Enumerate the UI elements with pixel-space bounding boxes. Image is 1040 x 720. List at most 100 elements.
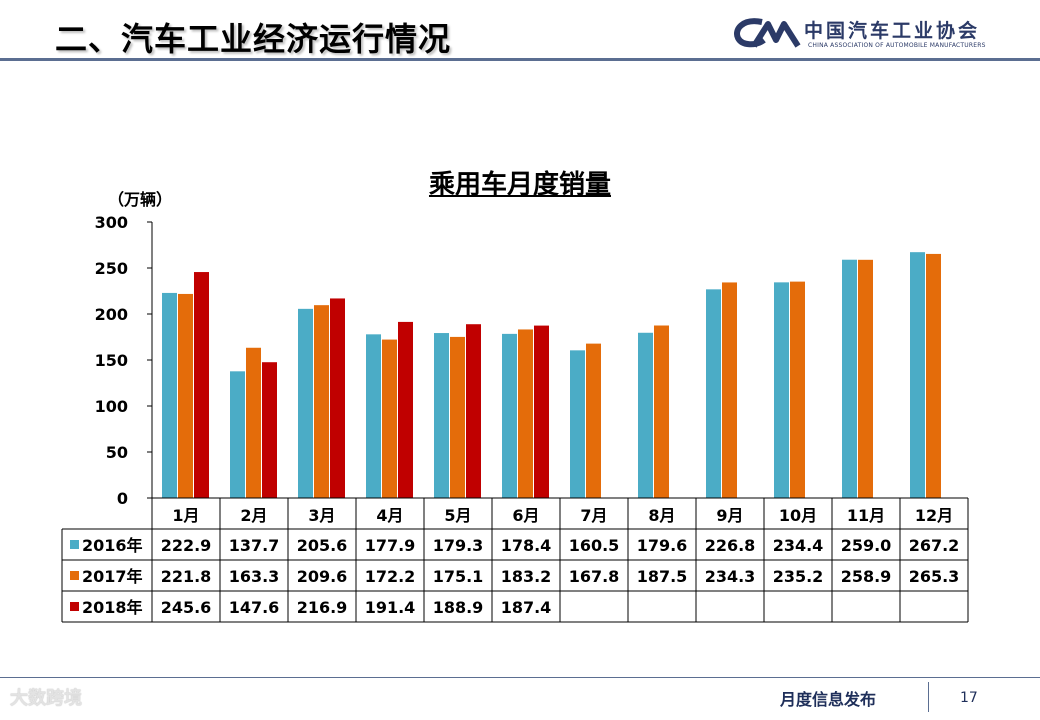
- legend-swatch-2018: [70, 602, 79, 611]
- category-label: 6月: [512, 506, 539, 525]
- bar-2017: [858, 259, 873, 498]
- bar-2016: [910, 252, 925, 498]
- data-value: 188.9: [433, 598, 484, 617]
- logo-cn-text: 中国汽车工业协会: [804, 20, 981, 42]
- chart-title: 乘用车月度销量: [0, 164, 1040, 201]
- bar-2016: [298, 308, 313, 498]
- data-value: 258.9: [841, 567, 892, 586]
- data-value: 163.3: [229, 567, 280, 586]
- bar-2017: [790, 281, 805, 498]
- bar-2016: [502, 333, 517, 498]
- y-tick-label: 250: [95, 259, 128, 278]
- bar-2017: [314, 305, 329, 498]
- bar-2017: [382, 339, 397, 498]
- category-label: 3月: [308, 506, 335, 525]
- data-value: 234.3: [705, 567, 756, 586]
- legend-swatch-2017: [70, 571, 79, 580]
- bar-2018: [398, 321, 413, 498]
- page-number: 17: [960, 690, 978, 706]
- category-label: 1月: [172, 506, 199, 525]
- bar-2016: [434, 333, 449, 498]
- y-tick-label: 200: [95, 305, 128, 324]
- legend-label: 2018年: [82, 598, 143, 617]
- bar-2017: [178, 293, 193, 498]
- y-tick-label: 0: [117, 489, 128, 508]
- category-label: 10月: [779, 506, 817, 525]
- category-label: 12月: [915, 506, 953, 525]
- y-tick-label: 150: [95, 351, 128, 370]
- data-value: 137.7: [229, 536, 280, 555]
- header-rule: [0, 58, 1040, 61]
- section-title: 二、汽车工业经济运行情况: [55, 20, 452, 58]
- data-value: 235.2: [773, 567, 824, 586]
- bar-2016: [366, 334, 381, 498]
- bar-2018: [194, 272, 209, 498]
- footer-divider: [928, 682, 929, 712]
- data-value: 183.2: [501, 567, 552, 586]
- data-value: 191.4: [365, 598, 416, 617]
- watermark-text: 大数跨境: [10, 688, 82, 709]
- y-tick-label: 100: [95, 397, 128, 416]
- bar-2016: [162, 292, 177, 498]
- bar-2016: [842, 259, 857, 498]
- category-label: 9月: [716, 506, 743, 525]
- data-value: 187.5: [637, 567, 688, 586]
- bar-2016: [230, 371, 245, 498]
- data-value: 222.9: [161, 536, 212, 555]
- bar-2016: [570, 350, 585, 498]
- data-value: 209.6: [297, 567, 348, 586]
- chart-title-text: 乘用车月度销量: [428, 170, 611, 200]
- data-value: 259.0: [841, 536, 892, 555]
- category-label: 7月: [580, 506, 607, 525]
- bar-2017: [654, 325, 669, 498]
- y-axis-unit: （万辆）: [108, 190, 173, 209]
- footer-rule: [0, 677, 1040, 678]
- bar-2018: [262, 362, 277, 498]
- bar-2017: [518, 329, 533, 498]
- category-label: 11月: [847, 506, 885, 525]
- y-tick-label: 300: [95, 213, 128, 232]
- data-value: 175.1: [433, 567, 484, 586]
- data-value: 177.9: [365, 536, 416, 555]
- bar-2016: [638, 332, 653, 498]
- data-value: 267.2: [909, 536, 960, 555]
- bar-2017: [246, 347, 261, 498]
- footer-label: 月度信息发布: [780, 690, 877, 709]
- data-value: 221.8: [161, 567, 212, 586]
- legend-label: 2016年: [82, 536, 143, 555]
- data-value: 205.6: [297, 536, 348, 555]
- bar-2017: [450, 336, 465, 498]
- cam-logo-mark: [734, 18, 801, 48]
- bar-2016: [706, 289, 721, 498]
- category-label: 5月: [444, 506, 471, 525]
- data-value: 179.3: [433, 536, 484, 555]
- bar-2018: [534, 325, 549, 498]
- data-value: 226.8: [705, 536, 756, 555]
- category-label: 2月: [240, 506, 267, 525]
- bar-2017: [926, 253, 941, 498]
- cam-logo: 中国汽车工业协会 CHINA ASSOCIATION OF AUTOMOBILE…: [732, 16, 1012, 56]
- logo-en-text: CHINA ASSOCIATION OF AUTOMOBILE MANUFACT…: [808, 42, 986, 49]
- y-tick-label: 50: [106, 443, 128, 462]
- bar-2017: [586, 343, 601, 498]
- category-label: 8月: [648, 506, 675, 525]
- bar-2017: [722, 282, 737, 498]
- data-value: 167.8: [569, 567, 620, 586]
- data-value: 160.5: [569, 536, 620, 555]
- data-value: 234.4: [773, 536, 824, 555]
- data-value: 172.2: [365, 567, 416, 586]
- bar-2018: [466, 324, 481, 498]
- data-value: 245.6: [161, 598, 212, 617]
- legend-label: 2017年: [82, 567, 143, 586]
- bar-2018: [330, 298, 345, 498]
- data-value: 147.6: [229, 598, 280, 617]
- data-value: 216.9: [297, 598, 348, 617]
- bar-2016: [774, 282, 789, 498]
- legend-swatch-2016: [70, 540, 79, 549]
- data-value: 178.4: [501, 536, 552, 555]
- data-value: 179.6: [637, 536, 688, 555]
- category-label: 4月: [376, 506, 403, 525]
- data-value: 265.3: [909, 567, 960, 586]
- data-value: 187.4: [501, 598, 552, 617]
